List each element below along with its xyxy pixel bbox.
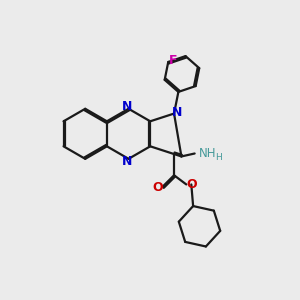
Text: O: O [186,178,196,191]
Text: H: H [215,152,221,161]
Text: F: F [169,54,178,67]
Text: N: N [122,100,132,113]
Text: N: N [172,106,182,118]
Text: N: N [122,155,132,168]
Text: NH: NH [199,147,217,160]
Text: O: O [152,181,163,194]
